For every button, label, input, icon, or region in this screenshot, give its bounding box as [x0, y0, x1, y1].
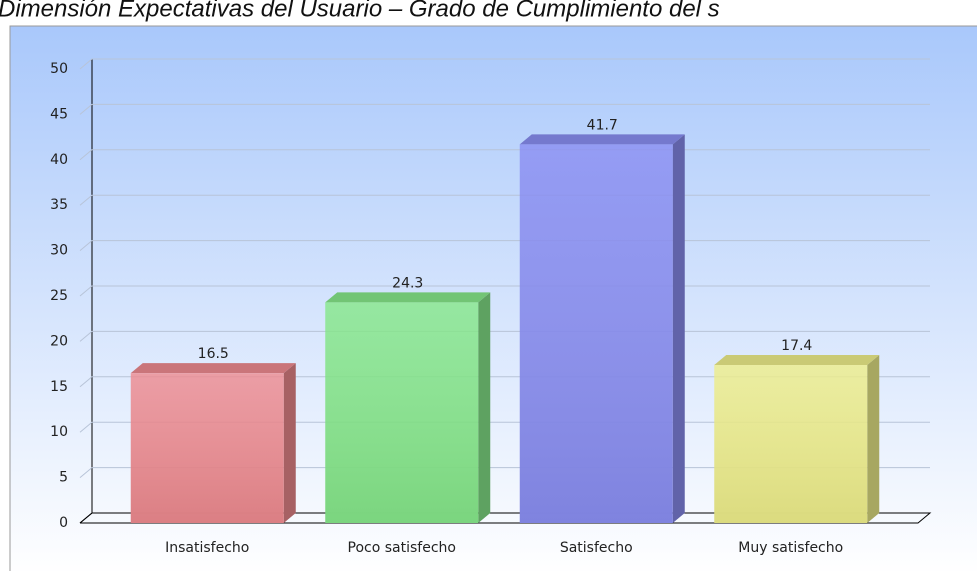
data-label: 41.7	[587, 117, 618, 133]
x-tick-label: Insatisfecho	[165, 540, 249, 556]
y-tick-label: 35	[50, 197, 68, 213]
bar	[325, 292, 491, 523]
y-tick-label: 45	[50, 106, 68, 122]
y-tick-label: 5	[59, 470, 68, 486]
bar-front	[130, 373, 284, 523]
bar	[130, 363, 296, 523]
data-label: 24.3	[392, 275, 423, 291]
bar-top	[325, 292, 491, 303]
bar-side	[867, 355, 880, 523]
y-tick-label: 30	[50, 243, 68, 259]
bar-top	[714, 355, 880, 366]
y-tick-label: 40	[50, 152, 68, 168]
y-tick-label: 15	[50, 379, 68, 395]
bar	[714, 355, 880, 523]
y-tick-label: 50	[50, 61, 68, 77]
grid-line	[79, 58, 930, 70]
y-tick-label: 20	[50, 333, 68, 349]
x-tick-label: Satisfecho	[560, 540, 633, 556]
chart-title: Dimensión Expectativas del Usuario – Gra…	[0, 0, 720, 22]
data-label: 17.4	[781, 338, 812, 354]
x-tick-label: Poco satisfecho	[348, 540, 456, 556]
x-tick-label: Muy satisfecho	[738, 540, 843, 556]
bar-front	[325, 302, 479, 523]
grid-line	[79, 103, 930, 115]
bar-top	[130, 363, 296, 374]
y-tick-label: 0	[59, 515, 68, 531]
bar-top	[519, 134, 685, 145]
y-tick-label: 10	[50, 424, 68, 440]
bar-side	[478, 292, 491, 523]
y-tick-label: 25	[50, 288, 68, 304]
bar-side	[283, 363, 296, 523]
bar-front	[519, 144, 673, 523]
bar-front	[714, 365, 868, 523]
data-label: 16.5	[198, 346, 229, 362]
bar	[519, 134, 685, 523]
bar-side	[672, 134, 685, 523]
